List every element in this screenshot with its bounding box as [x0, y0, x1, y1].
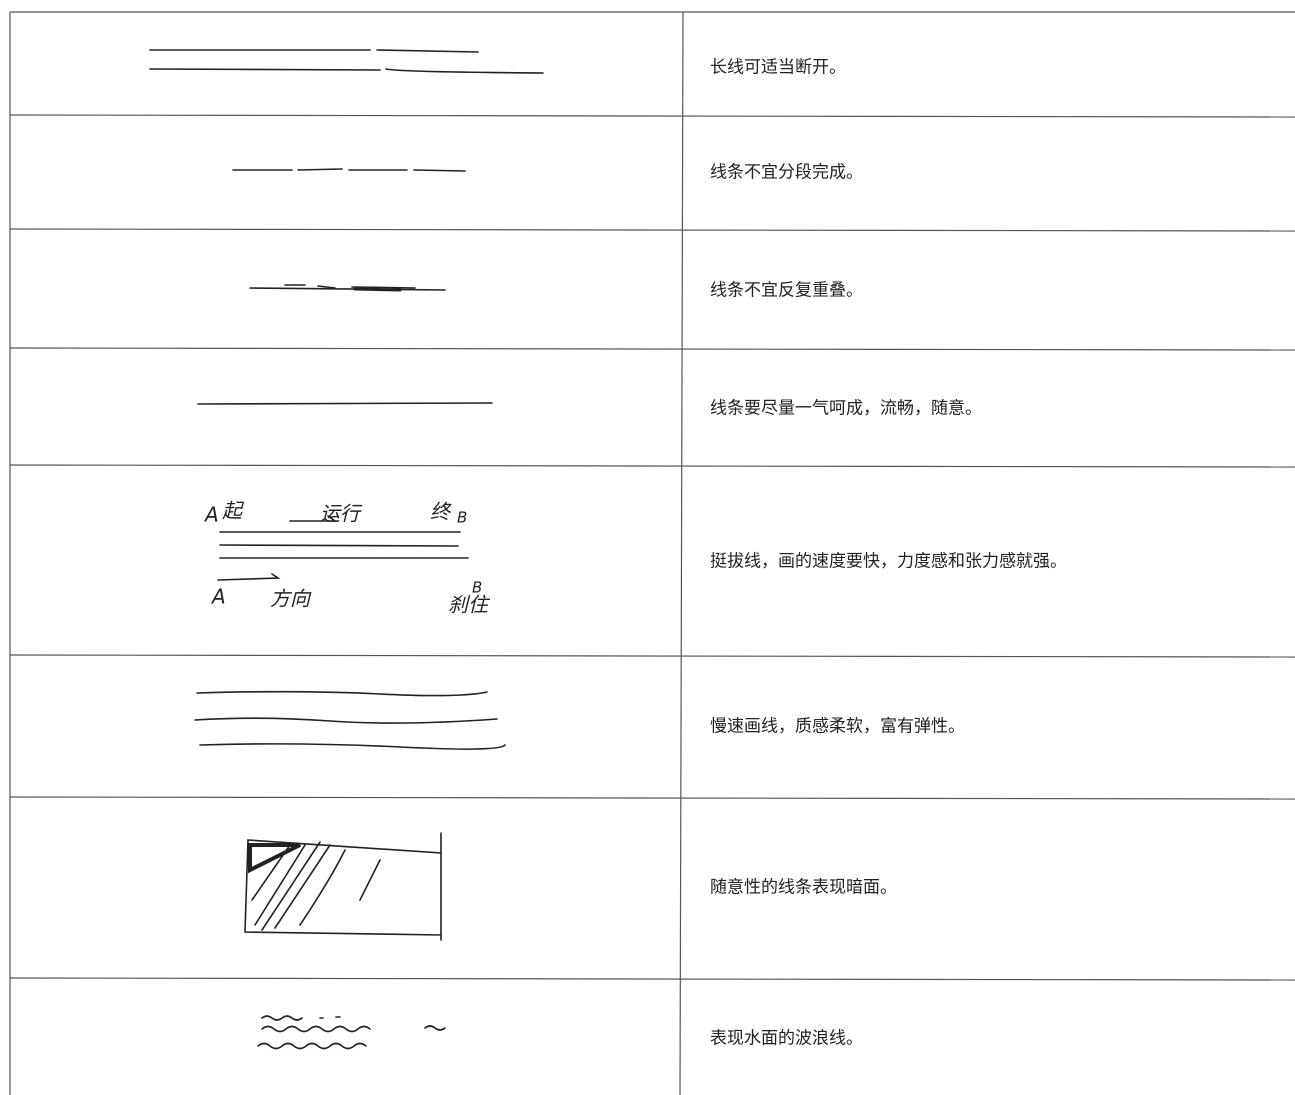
row-border	[9, 977, 1295, 981]
sketch-label: 起	[222, 499, 245, 523]
sketch-slow-lines	[194, 690, 506, 750]
sketch-overlapping-line	[249, 284, 446, 292]
row-border	[9, 654, 1295, 658]
row-border	[9, 347, 1295, 351]
sketch-straight-lines: A 起 运行 终 B A 方向 B 刹住	[203, 499, 491, 617]
sketch-label: 运行	[320, 502, 363, 526]
cell-text: 挺拔线，画的速度要快，力度感和张力感就强。	[710, 552, 1067, 572]
cell-text: 线条要尽量一气呵成，流畅，随意。	[710, 399, 982, 419]
sketch-segmented-line	[232, 168, 466, 172]
row-border	[9, 228, 1295, 232]
sketch-label: A	[210, 585, 226, 609]
sketch-label: A	[203, 503, 219, 527]
table-grid	[9, 11, 1295, 1095]
sketch-label: B	[472, 579, 482, 597]
sketch-label: B	[457, 509, 467, 527]
cell-text: 线条不宜反复重叠。	[710, 281, 863, 301]
sketch-label: 方向	[270, 587, 312, 611]
sketch-shading	[244, 832, 442, 941]
row-border	[9, 114, 1295, 118]
sketch-smooth-line	[197, 402, 493, 405]
column-border	[679, 11, 684, 1095]
cell-text: 慢速画线，质感柔软，富有弹性。	[710, 716, 965, 737]
cell-text: 线条不宜分段完成。	[710, 163, 863, 183]
cell-text: 随意性的线条表现暗面。	[710, 878, 897, 898]
row-border	[9, 464, 1295, 468]
row-border	[9, 796, 1295, 800]
cell-text: 表现水面的波浪线。	[710, 1029, 863, 1049]
sketch-label: 刹住	[448, 593, 491, 617]
sketch-waves	[257, 1015, 446, 1050]
sketch-broken-long-lines	[149, 49, 544, 74]
cell-text: 长线可适当断开。	[710, 58, 846, 78]
sketch-label: 终	[430, 500, 452, 524]
